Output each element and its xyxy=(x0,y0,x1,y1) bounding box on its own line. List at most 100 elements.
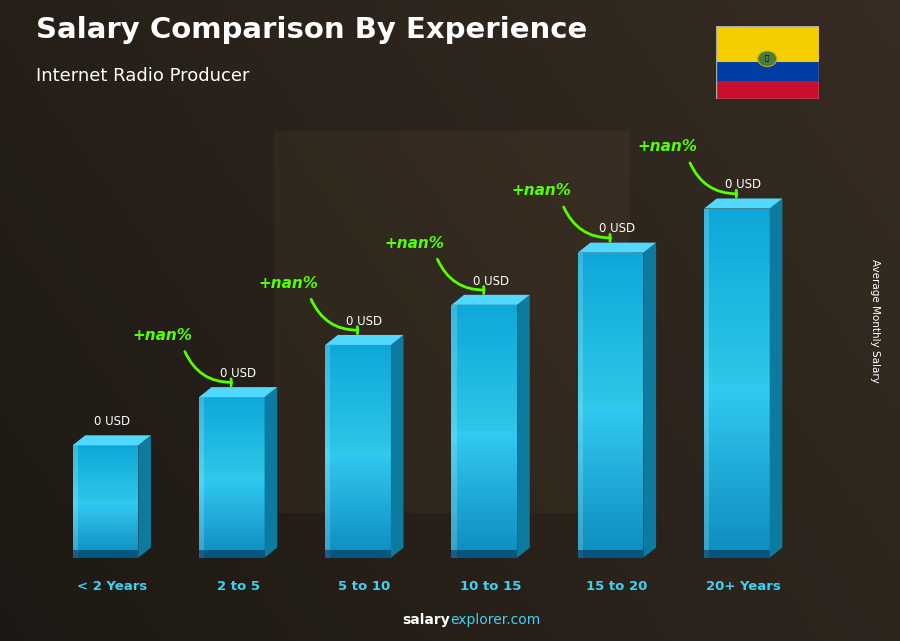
Text: +nan%: +nan% xyxy=(132,328,193,343)
Bar xyxy=(199,513,265,517)
Bar xyxy=(325,377,391,382)
Bar xyxy=(325,350,391,356)
Bar xyxy=(73,496,139,499)
Bar xyxy=(199,413,265,417)
Text: salary: salary xyxy=(402,613,450,627)
Bar xyxy=(199,409,265,413)
Bar xyxy=(452,337,518,343)
Bar xyxy=(199,457,265,462)
Text: 15 to 20: 15 to 20 xyxy=(586,579,648,593)
Bar xyxy=(704,244,770,252)
Bar xyxy=(199,397,204,558)
Bar xyxy=(199,401,265,405)
Bar xyxy=(704,322,770,331)
Text: Salary Comparison By Experience: Salary Comparison By Experience xyxy=(36,16,587,44)
Bar xyxy=(73,501,139,504)
Bar xyxy=(199,529,265,533)
Bar xyxy=(199,510,265,513)
Bar xyxy=(578,549,644,558)
Bar xyxy=(452,381,518,387)
Bar xyxy=(704,427,770,435)
Bar xyxy=(704,444,770,453)
Bar xyxy=(578,375,644,382)
Bar xyxy=(325,446,391,451)
Bar xyxy=(452,438,518,444)
Bar xyxy=(199,522,265,526)
Polygon shape xyxy=(518,295,530,558)
Bar xyxy=(199,542,265,545)
Bar xyxy=(199,462,265,465)
Bar xyxy=(325,515,391,520)
Bar xyxy=(578,550,644,558)
Bar xyxy=(704,287,770,296)
Text: 2 to 5: 2 to 5 xyxy=(217,579,259,593)
Bar xyxy=(452,399,518,406)
Bar xyxy=(452,501,518,507)
Bar xyxy=(578,428,644,436)
Text: explorer.com: explorer.com xyxy=(450,613,540,627)
Bar xyxy=(199,485,265,490)
Bar xyxy=(578,260,644,268)
Bar xyxy=(73,549,139,552)
Bar xyxy=(73,513,139,515)
Bar xyxy=(199,478,265,481)
Bar xyxy=(452,450,518,456)
Bar xyxy=(325,388,391,393)
Bar xyxy=(452,463,518,469)
Text: Internet Radio Producer: Internet Radio Producer xyxy=(36,67,249,85)
Bar xyxy=(73,538,139,541)
Text: 0 USD: 0 USD xyxy=(725,178,761,191)
Bar xyxy=(73,482,139,485)
Bar xyxy=(578,458,644,466)
Bar xyxy=(73,549,139,558)
Bar xyxy=(578,382,644,390)
Bar xyxy=(73,533,139,535)
Bar xyxy=(73,445,78,558)
Bar xyxy=(452,387,518,394)
Bar xyxy=(199,490,265,494)
Bar xyxy=(578,390,644,397)
Bar xyxy=(704,226,770,235)
Bar xyxy=(325,488,391,494)
Bar xyxy=(452,305,518,311)
Bar xyxy=(704,531,770,540)
Bar xyxy=(452,488,518,494)
Bar xyxy=(578,276,644,283)
Bar xyxy=(73,544,139,546)
Bar xyxy=(325,430,391,435)
Bar xyxy=(452,545,518,551)
Text: 5 to 10: 5 to 10 xyxy=(338,579,391,593)
Bar xyxy=(199,517,265,522)
Polygon shape xyxy=(578,243,656,253)
Bar xyxy=(578,306,644,313)
Bar xyxy=(73,552,139,555)
Bar xyxy=(73,555,139,558)
Bar xyxy=(704,208,770,217)
Bar xyxy=(199,545,265,549)
Bar xyxy=(704,296,770,304)
Text: 0 USD: 0 USD xyxy=(346,315,382,328)
Bar xyxy=(578,367,644,375)
Bar xyxy=(578,512,644,520)
Bar xyxy=(452,482,518,488)
Bar xyxy=(452,330,518,337)
Bar xyxy=(73,529,139,533)
Bar xyxy=(578,352,644,360)
Bar xyxy=(578,504,644,512)
Bar xyxy=(452,476,518,482)
Bar xyxy=(73,487,139,490)
Bar xyxy=(578,313,644,321)
Bar xyxy=(716,26,819,62)
Bar xyxy=(578,497,644,504)
Text: +nan%: +nan% xyxy=(385,236,445,251)
Bar xyxy=(704,453,770,462)
Polygon shape xyxy=(73,435,151,445)
Bar xyxy=(199,441,265,445)
Bar xyxy=(325,483,391,488)
Bar xyxy=(73,462,139,465)
Bar xyxy=(452,538,518,545)
Bar xyxy=(325,372,391,377)
Bar xyxy=(199,397,265,401)
Bar xyxy=(325,547,391,553)
Bar xyxy=(716,62,819,81)
